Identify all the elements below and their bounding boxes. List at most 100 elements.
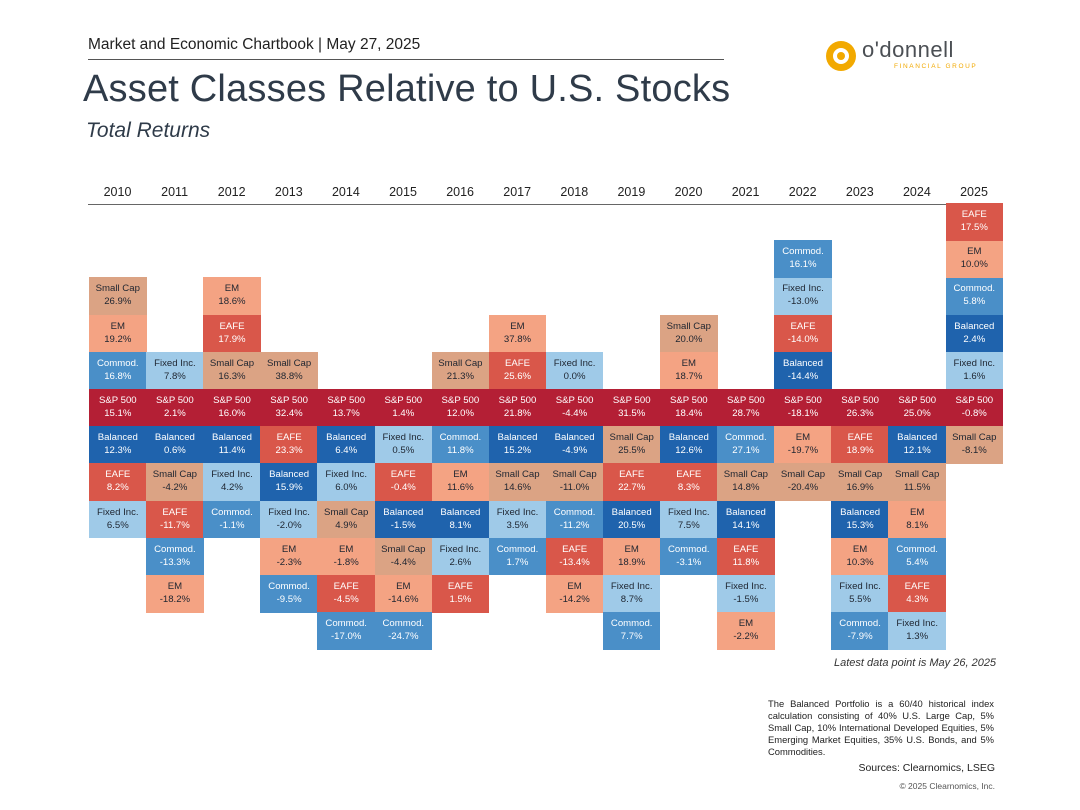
cell-asset-label: Fixed Inc. bbox=[725, 581, 767, 592]
cell-return-value: 5.5% bbox=[849, 594, 872, 605]
cell-2018-eafe: EAFE -13.4% bbox=[545, 537, 604, 576]
cell-asset-label: EM bbox=[224, 283, 240, 295]
cell-return-value: 16.3% bbox=[218, 370, 246, 382]
cell-asset-label: S&P 500 bbox=[213, 395, 251, 406]
cell-2025-eafe: EAFE 17.5% bbox=[945, 203, 1004, 241]
cell-2014-balanced: Balanced 6.4% bbox=[317, 426, 375, 464]
cell-2011-commod: Commod. -13.3% bbox=[146, 537, 204, 576]
cell-return-value: -14.6% bbox=[388, 594, 419, 605]
cell-return-value: -0.4% bbox=[390, 482, 416, 494]
cell-return-value: 8.2% bbox=[106, 482, 129, 494]
cell-return-value: -20.4% bbox=[787, 482, 819, 494]
cell-2020-fixed-inc: Fixed Inc. 7.5% bbox=[660, 500, 718, 539]
cell-2018-s-p-500: S&P 500 -4.4% bbox=[545, 389, 604, 427]
cell-return-value: 15.2% bbox=[503, 445, 532, 457]
cell-return-value: -18.2% bbox=[159, 594, 191, 605]
cell-asset-label: Fixed Inc. bbox=[382, 432, 425, 444]
year-label-2016: 2016 bbox=[446, 185, 474, 199]
cell-2022-small-cap: Small Cap -20.4% bbox=[774, 463, 832, 502]
cell-asset-label: EM bbox=[453, 469, 468, 481]
cell-return-value: 0.5% bbox=[392, 445, 415, 457]
cell-2010-fixed-inc: Fixed Inc. 6.5% bbox=[89, 500, 147, 539]
cell-return-value: 28.7% bbox=[732, 408, 760, 419]
cell-2021-small-cap: Small Cap 14.8% bbox=[717, 463, 775, 502]
cell-return-value: 16.9% bbox=[846, 482, 874, 494]
cell-asset-label: Commod. bbox=[439, 432, 482, 444]
cell-2019-balanced: Balanced 20.5% bbox=[602, 500, 661, 539]
cell-return-value: 1.3% bbox=[906, 631, 929, 643]
cell-asset-label: Commod. bbox=[97, 357, 139, 369]
cell-return-value: 1.6% bbox=[963, 370, 986, 382]
cell-asset-label: Balanced bbox=[611, 506, 652, 518]
cell-2012-small-cap: Small Cap 16.3% bbox=[203, 351, 261, 390]
cell-return-value: 19.2% bbox=[104, 333, 132, 345]
cell-2023-commod: Commod. -7.9% bbox=[831, 612, 889, 650]
cell-2013-s-p-500: S&P 500 32.4% bbox=[260, 389, 318, 427]
cell-return-value: 32.4% bbox=[275, 408, 303, 419]
cell-return-value: -4.4% bbox=[562, 408, 588, 419]
cell-2016-fixed-inc: Fixed Inc. 2.6% bbox=[431, 537, 490, 576]
cell-asset-label: Balanced bbox=[897, 432, 938, 444]
cell-return-value: 14.1% bbox=[732, 519, 760, 531]
cell-asset-label: Fixed Inc. bbox=[668, 506, 710, 518]
cell-return-value: -14.4% bbox=[787, 370, 819, 382]
cell-asset-label: Balanced bbox=[269, 469, 310, 481]
cell-return-value: 18.7% bbox=[675, 370, 703, 382]
cell-asset-label: Small Cap bbox=[324, 506, 369, 518]
cell-2013-balanced: Balanced 15.9% bbox=[260, 463, 318, 502]
cell-return-value: 16.0% bbox=[218, 408, 246, 419]
cell-2012-em: EM 18.6% bbox=[203, 277, 261, 316]
cell-2024-balanced: Balanced 12.1% bbox=[888, 426, 946, 464]
cell-return-value: 16.1% bbox=[789, 259, 817, 271]
year-label-2011: 2011 bbox=[161, 185, 189, 199]
cell-return-value: 2.4% bbox=[963, 333, 986, 345]
cell-2024-s-p-500: S&P 500 25.0% bbox=[888, 389, 946, 427]
cell-return-value: 11.4% bbox=[218, 445, 246, 457]
cell-return-value: 15.3% bbox=[846, 519, 874, 531]
cell-asset-label: Small Cap bbox=[723, 469, 769, 481]
cell-2015-commod: Commod. -24.7% bbox=[374, 612, 433, 650]
cell-2024-commod: Commod. 5.4% bbox=[888, 537, 946, 576]
balanced-portfolio-note: The Balanced Portfolio is a 60/40 histor… bbox=[768, 698, 994, 757]
cell-asset-label: Small Cap bbox=[381, 543, 426, 555]
cell-asset-label: EAFE bbox=[961, 209, 987, 220]
cell-asset-label: Balanced bbox=[383, 506, 424, 518]
cell-return-value: 25.0% bbox=[903, 408, 931, 419]
cell-asset-label: EM bbox=[967, 246, 982, 258]
cell-asset-label: Commod. bbox=[782, 246, 824, 258]
cell-2016-commod: Commod. 11.8% bbox=[431, 426, 490, 464]
cell-asset-label: EM bbox=[338, 543, 354, 555]
cell-return-value: 12.0% bbox=[446, 408, 474, 419]
cell-2024-eafe: EAFE 4.3% bbox=[888, 575, 946, 613]
cell-asset-label: S&P 500 bbox=[98, 395, 137, 406]
cell-2016-eafe: EAFE 1.5% bbox=[431, 575, 490, 613]
cell-2014-eafe: EAFE -4.5% bbox=[317, 575, 375, 613]
cell-2011-small-cap: Small Cap -4.2% bbox=[146, 463, 204, 502]
cell-2017-eafe: EAFE 25.6% bbox=[488, 351, 547, 390]
cell-2011-balanced: Balanced 0.6% bbox=[146, 426, 204, 464]
cell-2025-commod: Commod. 5.8% bbox=[945, 277, 1004, 316]
cell-2025-s-p-500: S&P 500 -0.8% bbox=[945, 389, 1004, 427]
cell-return-value: 15.1% bbox=[104, 408, 132, 419]
cell-2016-s-p-500: S&P 500 12.0% bbox=[431, 389, 490, 427]
cell-2016-small-cap: Small Cap 21.3% bbox=[431, 351, 490, 390]
cell-asset-label: Balanced bbox=[154, 432, 195, 444]
year-label-2013: 2013 bbox=[274, 185, 303, 199]
year-label-2022: 2022 bbox=[788, 185, 817, 199]
year-label-2023: 2023 bbox=[845, 185, 874, 199]
cell-return-value: 11.8% bbox=[447, 445, 474, 457]
cell-2015-balanced: Balanced -1.5% bbox=[374, 500, 433, 539]
cell-return-value: 31.5% bbox=[618, 408, 646, 419]
cell-return-value: -13.4% bbox=[559, 556, 590, 568]
cell-return-value: 10.3% bbox=[846, 556, 874, 568]
cell-return-value: -11.0% bbox=[559, 482, 590, 494]
cell-asset-label: Balanced bbox=[668, 432, 709, 444]
cell-2022-commod: Commod. 16.1% bbox=[774, 240, 832, 278]
latest-data-note: Latest data point is May 26, 2025 bbox=[834, 657, 997, 669]
cell-2018-balanced: Balanced -4.9% bbox=[545, 426, 604, 464]
cell-2020-em: EM 18.7% bbox=[660, 351, 718, 390]
cell-asset-label: EAFE bbox=[105, 469, 131, 481]
logo-wordmark: o'donnell bbox=[862, 37, 954, 62]
cell-asset-label: Balanced bbox=[954, 320, 995, 332]
cell-return-value: 11.8% bbox=[732, 556, 760, 568]
